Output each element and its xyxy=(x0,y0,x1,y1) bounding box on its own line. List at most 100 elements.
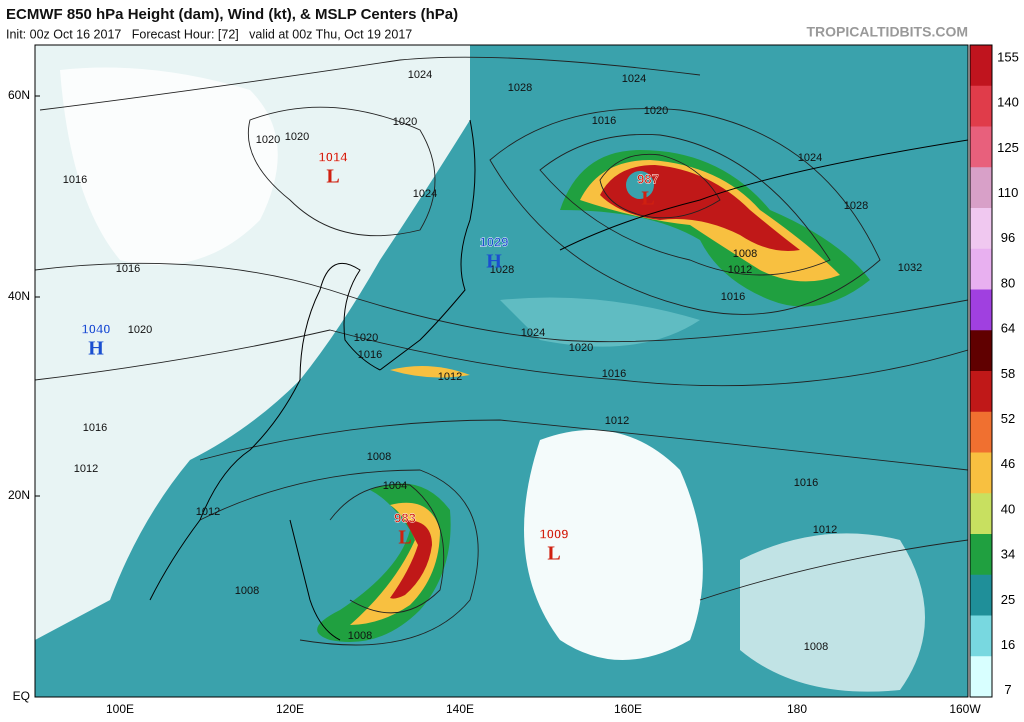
calm-area xyxy=(60,67,278,265)
isobar-label: 1016 xyxy=(721,291,745,303)
lat-label: 20N xyxy=(8,488,30,502)
isobar-label: 1008 xyxy=(235,585,259,597)
colorbar-label: 64 xyxy=(1001,321,1015,336)
isobar-label: 1016 xyxy=(358,349,382,361)
center-value: 1029 xyxy=(480,234,509,249)
colorbar-swatch xyxy=(970,656,992,698)
calm-area xyxy=(740,533,925,692)
isobar-label: 1012 xyxy=(438,371,462,383)
isobar-label: 1012 xyxy=(813,524,837,536)
isobars xyxy=(35,56,968,646)
isobar-label: 1016 xyxy=(592,115,616,127)
colorbar-label: 34 xyxy=(1001,547,1015,562)
wind-band xyxy=(500,297,700,347)
isobar-label: 1012 xyxy=(728,264,752,276)
colorbar-swatch xyxy=(970,126,992,168)
lon-label: 160E xyxy=(614,702,642,716)
center-symbol: L xyxy=(398,527,411,549)
isobar-label: 1024 xyxy=(521,327,545,339)
isobar-label: 1012 xyxy=(74,463,98,475)
colorbar-swatch xyxy=(970,493,992,535)
colorbar-swatch xyxy=(970,534,992,576)
isobar-label: 1016 xyxy=(63,174,87,186)
center-symbol: H xyxy=(88,338,104,360)
center-symbol: H xyxy=(486,251,502,273)
lat-label: EQ xyxy=(13,689,30,703)
colorbar-swatch xyxy=(970,411,992,453)
colorbar-swatch xyxy=(970,289,992,331)
subtitle: Init: 00z Oct 16 2017 Forecast Hour: [72… xyxy=(6,27,412,41)
isobar-label: 1024 xyxy=(413,188,437,200)
colorbar-swatch xyxy=(970,330,992,372)
isobar-label: 1004 xyxy=(383,480,407,492)
colorbar-swatch xyxy=(970,248,992,290)
calm-area xyxy=(524,430,703,660)
map xyxy=(34,44,969,698)
colorbar-label: 110 xyxy=(998,185,1019,200)
colorbar-label: 96 xyxy=(1001,230,1015,245)
isobar-label: 1020 xyxy=(128,324,152,336)
storm-eye xyxy=(626,171,654,199)
colorbar-swatch xyxy=(970,371,992,413)
isobar-label: 1016 xyxy=(83,422,107,434)
isobar-label: 1016 xyxy=(116,263,140,275)
isobar-label: 1008 xyxy=(348,630,372,642)
isobar-label: 1020 xyxy=(285,131,309,143)
lon-label: 140E xyxy=(446,702,474,716)
colorbar-label: 40 xyxy=(1001,501,1015,516)
lon-label: 180 xyxy=(787,702,807,716)
coastlines xyxy=(149,119,968,641)
center-symbol: L xyxy=(326,166,339,188)
center-value: 1014 xyxy=(319,149,349,164)
isobar-label: 1016 xyxy=(794,477,818,489)
isobar-label: 1024 xyxy=(798,152,822,164)
isobar-label: 1028 xyxy=(508,82,532,94)
colorbar-label: 125 xyxy=(997,140,1019,155)
isobar-label: 1020 xyxy=(256,134,280,146)
lon-label: 100E xyxy=(106,702,134,716)
isobar-label: 1024 xyxy=(408,69,432,81)
isobar-label: 1020 xyxy=(354,332,378,344)
center-symbol: L xyxy=(641,188,654,210)
lat-label: 40N xyxy=(8,289,30,303)
colorbar-swatch xyxy=(970,452,992,494)
isobar-label: 1008 xyxy=(804,641,828,653)
isobar-label: 1016 xyxy=(602,368,626,380)
isobar-label: 1032 xyxy=(898,262,922,274)
colorbar-label: 58 xyxy=(1001,366,1015,381)
colorbar-swatch xyxy=(970,45,992,87)
isobar-label: 1008 xyxy=(367,451,391,463)
colorbar-swatch xyxy=(970,167,992,209)
colorbar-label: 52 xyxy=(1001,411,1015,426)
colorbar-label: 155 xyxy=(997,49,1019,64)
center-symbol: L xyxy=(547,543,560,565)
isobar-label: 1012 xyxy=(196,506,220,518)
colorbar-swatch xyxy=(970,574,992,616)
center-value: 983 xyxy=(394,510,416,525)
isobar-label: 1020 xyxy=(644,105,668,117)
lat-label: 60N xyxy=(8,88,30,102)
colorbar-swatch xyxy=(970,615,992,657)
colorbar-frame xyxy=(969,44,993,698)
colorbar-label: 140 xyxy=(997,95,1019,110)
colorbar-swatch xyxy=(970,208,992,250)
isobar-label: 1012 xyxy=(605,415,629,427)
colorbar-swatch xyxy=(970,85,992,127)
colorbar-label: 7 xyxy=(1004,682,1011,697)
lon-label: 160W xyxy=(949,702,981,716)
center-value: 987 xyxy=(637,171,659,186)
brand: TROPICALTIDBITS.COM xyxy=(806,24,968,40)
wind-band xyxy=(390,520,432,599)
isobar-label: 1020 xyxy=(393,116,417,128)
center-value: 1009 xyxy=(540,526,569,541)
colorbar-label: 16 xyxy=(1001,637,1015,652)
isobar-label: 1028 xyxy=(490,264,514,276)
center-value: 1040 xyxy=(82,321,111,336)
isobar-label: 1028 xyxy=(844,200,868,212)
colorbar-label: 46 xyxy=(1001,456,1015,471)
isobar-label: 1024 xyxy=(622,73,646,85)
title: ECMWF 850 hPa Height (dam), Wind (kt), &… xyxy=(6,6,458,23)
wind-band xyxy=(390,366,470,378)
colorbar: 155 140 125 110 96 80 64 58 52 46 40 34 25 16 7 xyxy=(969,44,1019,698)
